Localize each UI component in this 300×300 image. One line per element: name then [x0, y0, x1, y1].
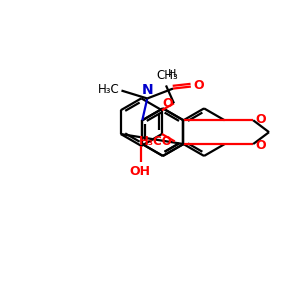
Text: O: O — [194, 79, 204, 92]
Text: CH₃: CH₃ — [156, 70, 178, 83]
Text: H: H — [168, 69, 176, 79]
Text: O: O — [255, 113, 266, 126]
Text: O: O — [162, 97, 173, 110]
Text: OH: OH — [130, 165, 151, 178]
Text: O: O — [255, 139, 266, 152]
Text: N: N — [141, 83, 153, 98]
Text: H₃C: H₃C — [98, 83, 119, 96]
Text: H₃CO: H₃CO — [139, 135, 173, 148]
